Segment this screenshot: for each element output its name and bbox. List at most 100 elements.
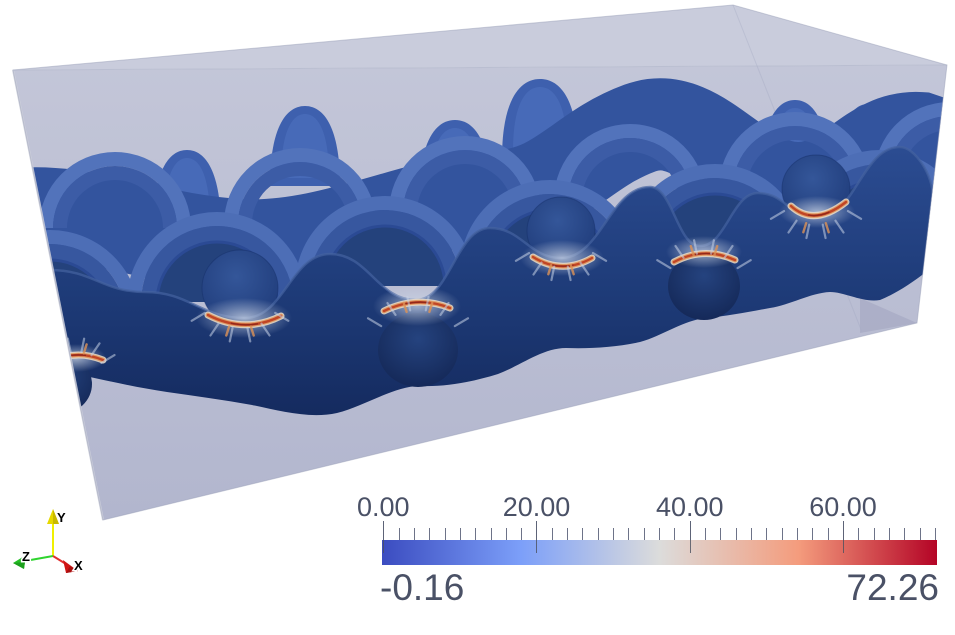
stress-halo: [196, 298, 292, 338]
stress-streak: [453, 317, 470, 328]
yarn-cross-section-front: [668, 252, 740, 320]
scalar-bar-tick: [459, 528, 461, 540]
stress-streak: [769, 209, 786, 220]
stress-streak-hot: [713, 244, 719, 257]
stress-streak: [550, 265, 556, 282]
stress-streak: [190, 311, 206, 322]
stress-streak: [579, 261, 590, 276]
weft-arch-outer: [295, 196, 475, 286]
scalar-bar-tick: [781, 528, 783, 540]
y-axis-cone-shade: [53, 509, 59, 524]
scalar-bar-tick: [505, 528, 507, 540]
stress-streak: [821, 223, 827, 240]
scalar-bar-tick: [597, 528, 599, 540]
scalar-bar-tick: [536, 521, 538, 540]
z-axis-label: Z: [22, 549, 30, 564]
yarn-cross-section-front: [378, 313, 458, 387]
scalar-bar-tick: [827, 528, 829, 540]
scalar-bar-tick: [613, 528, 615, 540]
scalar-bar-tick: [429, 528, 431, 540]
stress-streak: [228, 326, 234, 343]
scalar-bar-tick: [567, 528, 569, 540]
scalar-bar-tick: [398, 528, 400, 540]
scalar-bar-max-label: 72.26: [846, 567, 939, 608]
scalar-bar-tick: [444, 528, 446, 540]
scalar-bar-tick-label: 40.00: [655, 492, 724, 522]
scalar-bar-tick: [904, 528, 906, 540]
scalar-bar-tick: [643, 528, 645, 540]
stress-streak: [80, 337, 86, 354]
stress-streak-hot: [689, 244, 695, 257]
stress-streak: [274, 311, 290, 322]
scalar-bar-tick: [475, 528, 477, 540]
scalar-bar-tick: [889, 528, 891, 540]
stress-streak: [834, 219, 845, 234]
weft-arch-inner: [309, 210, 461, 286]
stress-streak: [591, 251, 608, 262]
scalar-bar-gridline: [843, 540, 845, 553]
stress-streak: [805, 223, 811, 240]
scalar-bar[interactable]: 0.00 20.00 40.00 60.00 -0.16 72.26: [357, 492, 939, 608]
stress-streak: [736, 259, 752, 270]
scalar-bar-tick: [873, 528, 875, 540]
scalar-bar-tick: [720, 528, 722, 540]
stress-streak: [406, 295, 412, 312]
stress-streak: [787, 219, 798, 234]
scalar-bar-tick: [551, 528, 553, 540]
weft-arch-inner: [238, 162, 362, 224]
stress-streak: [424, 295, 430, 312]
stress-contact-core: [207, 314, 282, 326]
stress-streak: [710, 239, 715, 255]
stress-streak: [386, 301, 397, 316]
stress-streak-hot: [402, 301, 408, 314]
front-warp-yarn: [40, 147, 933, 416]
weft-arch-inner: [403, 150, 527, 212]
weft-arch-outer: [460, 180, 640, 270]
stress-streak-hot: [82, 343, 88, 355]
weft-arch-inner: [888, 116, 947, 178]
scalar-bar-tick: [858, 528, 860, 540]
stress-streak-hot: [569, 263, 575, 276]
stress-streak: [90, 342, 101, 357]
stress-streak: [100, 353, 116, 364]
weft-arch-outer: [625, 164, 805, 254]
scalar-bar-tick: [766, 528, 768, 540]
x-axis-label: X: [74, 558, 83, 573]
scalar-bar-tick: [919, 528, 921, 540]
stress-contact-core: [383, 301, 451, 312]
scalar-bar-min-label: -0.16: [380, 567, 465, 608]
stress-contact-core: [49, 354, 104, 363]
stress-streak: [723, 244, 734, 259]
stress-contact-core: [790, 201, 847, 217]
stress-streak-hot: [225, 325, 231, 337]
scalar-bar-tick: [521, 528, 523, 540]
weft-arch-outer: [13, 230, 140, 320]
stress-streak-hot: [547, 263, 553, 276]
weft-arch-outer: [389, 136, 541, 212]
scalar-bar-tick: [705, 528, 707, 540]
stress-streak: [439, 301, 450, 316]
stress-streak: [51, 342, 62, 357]
scalar-bar-gridline: [536, 540, 538, 553]
scalar-bar-tick: [751, 528, 753, 540]
stress-streak: [36, 353, 52, 364]
scalar-bar-tick-label: 60.00: [809, 492, 877, 522]
box-top-face: [13, 5, 947, 70]
scalar-bar-tick: [490, 528, 492, 540]
stress-streak: [260, 322, 271, 337]
stress-streak: [246, 326, 252, 343]
stress-streak: [366, 317, 383, 328]
stress-streak: [656, 259, 672, 270]
weft-arch-inner: [141, 226, 293, 302]
x-axis-cone-shade: [66, 566, 78, 573]
scalar-bar-tick: [797, 528, 799, 540]
weft-arch-outer: [719, 112, 871, 188]
scalar-bar-tick-label: 0.00: [356, 492, 410, 522]
stress-streak-hot: [824, 221, 830, 234]
stress-streak: [846, 209, 863, 220]
stress-streak: [566, 265, 572, 282]
z-axis-line: [24, 555, 54, 562]
weft-arch-outer: [224, 148, 376, 224]
